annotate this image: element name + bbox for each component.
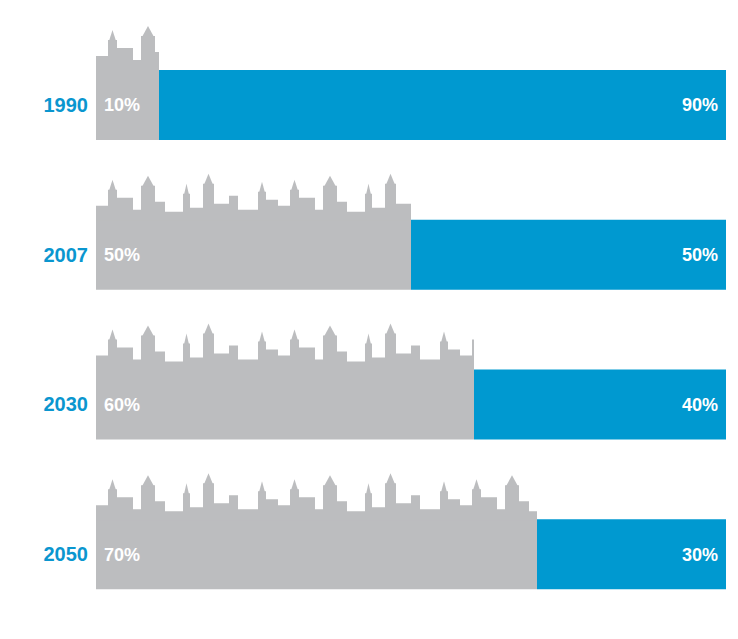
svg-text:2050: 2050	[44, 543, 89, 565]
svg-text:30%: 30%	[682, 545, 718, 565]
svg-text:2030: 2030	[44, 393, 89, 415]
svg-text:70%: 70%	[104, 545, 140, 565]
svg-text:10%: 10%	[104, 95, 140, 115]
svg-text:90%: 90%	[682, 95, 718, 115]
svg-text:40%: 40%	[682, 395, 718, 415]
svg-text:60%: 60%	[104, 395, 140, 415]
svg-text:50%: 50%	[104, 245, 140, 265]
svg-text:1990: 1990	[44, 94, 89, 116]
svg-text:2007: 2007	[44, 244, 89, 266]
svg-text:50%: 50%	[682, 245, 718, 265]
